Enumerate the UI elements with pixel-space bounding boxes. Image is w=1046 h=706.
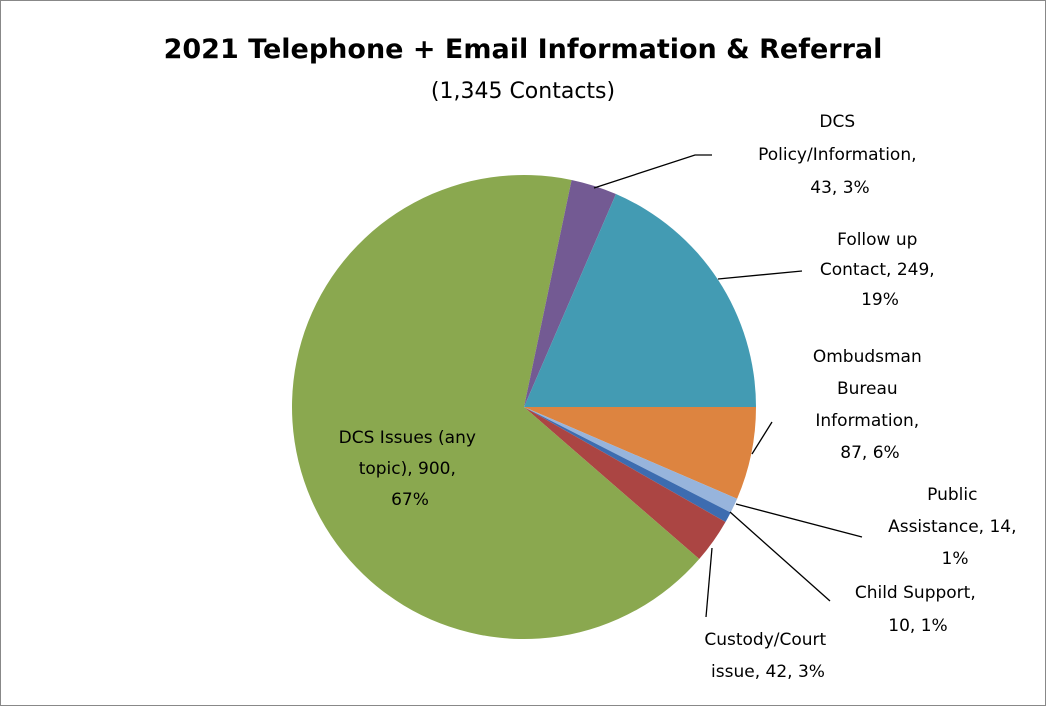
labels: Ombudsman Bureau Information, 87, 6% Publ…	[339, 112, 1022, 682]
data-label: Custody/Court issue, 42, 3%	[704, 630, 831, 682]
chart-title: 2021 Telephone + Email Information & Ref…	[164, 34, 883, 65]
data-label: Ombudsman Bureau Information, 87, 6%	[813, 347, 927, 463]
data-label: Child Support, 10, 1%	[855, 583, 981, 636]
pie-slice	[524, 179, 616, 407]
leader-line	[735, 503, 863, 538]
pie-slice	[524, 407, 738, 513]
pie-slice	[524, 407, 726, 560]
pie-slice	[524, 194, 756, 407]
data-label: DCS Issues (any topic), 900, 67%	[339, 428, 482, 510]
pie-slice	[291, 174, 700, 639]
leader-line	[593, 154, 712, 189]
data-label: DCS Policy/Information, 43, 3%	[758, 112, 922, 198]
pie-slice	[524, 407, 731, 522]
leader-line	[705, 547, 713, 618]
pie	[291, 174, 756, 639]
data-label: Public Assistance, 14, 1%	[888, 485, 1022, 569]
leader-line	[729, 511, 831, 602]
pie-slice	[524, 407, 756, 499]
leader-line	[751, 421, 773, 455]
chart-subtitle: (1,345 Contacts)	[431, 79, 615, 104]
leader-line	[717, 270, 803, 280]
data-label: Follow up Contact, 249, 19%	[820, 230, 940, 310]
